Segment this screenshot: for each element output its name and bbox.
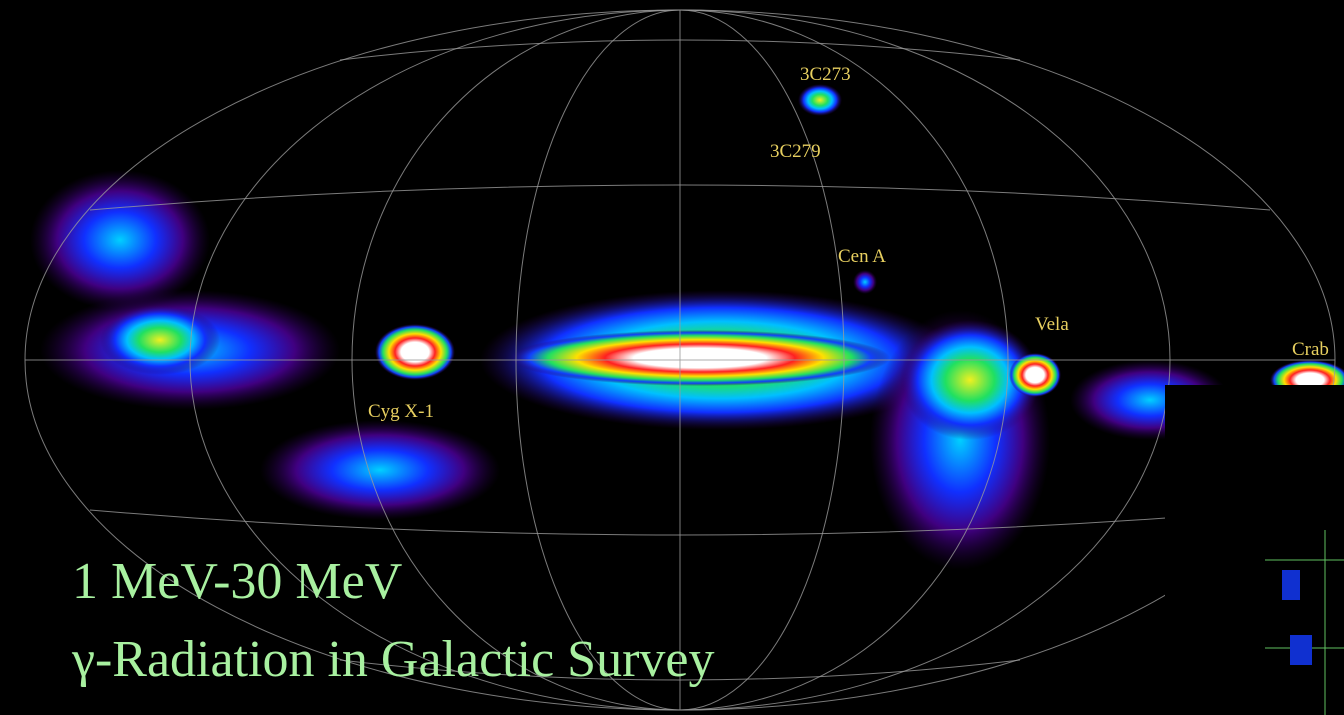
grid-parallel — [89, 184, 1271, 211]
3c273-blob — [798, 84, 842, 116]
plane-core — [510, 330, 890, 386]
vela-blob — [1009, 353, 1061, 397]
grid-parallel — [339, 39, 1021, 61]
caption-line: γ-Radiation in Galactic Survey — [71, 631, 714, 688]
inset-panel — [1165, 385, 1344, 715]
inset-blob — [1282, 570, 1300, 600]
source-label: Vela — [1035, 314, 1069, 335]
source-label: Crab — [1292, 339, 1329, 360]
grid-parallel — [89, 509, 1271, 536]
source-label: 3C273 — [800, 64, 851, 85]
cena-blob — [853, 270, 877, 294]
inset-blob — [1290, 635, 1312, 665]
source-labels: 3C273 3C279 Cen A Vela Crab Cyg X-1 — [368, 64, 1329, 422]
coordinate-grid — [24, 9, 1336, 711]
source-label: 3C279 — [770, 141, 821, 162]
caption-line: 1 MeV-30 MeV — [72, 553, 402, 610]
source-label: Cyg X-1 — [368, 401, 434, 422]
cygx1-blob — [375, 324, 455, 380]
emission-blob — [260, 420, 500, 520]
emission-blob — [30, 170, 210, 310]
grid-parallel — [339, 659, 1021, 681]
emission-blob — [100, 305, 220, 375]
source-label: Cen A — [838, 246, 886, 267]
inset-background — [1165, 385, 1344, 715]
